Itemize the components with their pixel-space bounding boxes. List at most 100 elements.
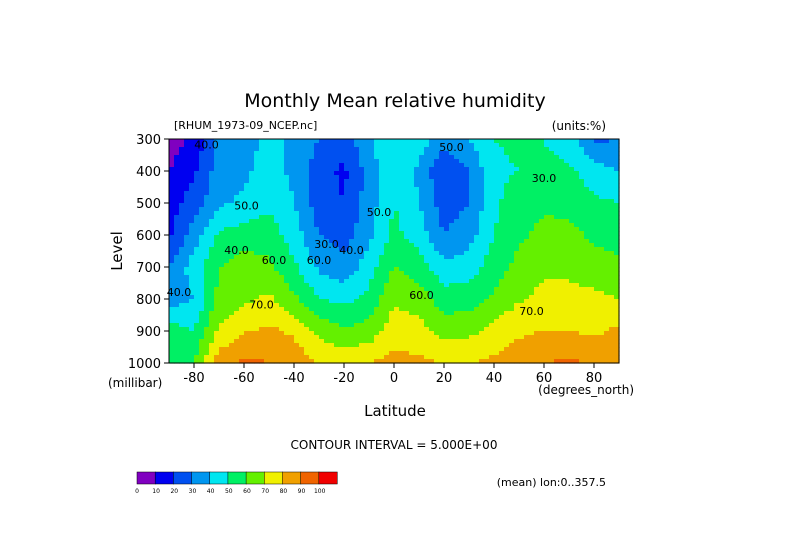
field-cell — [444, 283, 450, 288]
field-cell — [204, 291, 210, 296]
field-cell — [389, 295, 395, 300]
field-cell — [599, 231, 605, 236]
field-cell — [479, 171, 485, 176]
field-cell — [509, 343, 515, 348]
field-cell — [294, 355, 300, 360]
field-cell — [504, 275, 510, 280]
field-cell — [269, 175, 275, 180]
field-cell — [394, 227, 400, 232]
field-cell — [309, 295, 315, 300]
field-cell — [529, 175, 535, 180]
field-cell — [179, 303, 185, 308]
field-cell — [434, 183, 440, 188]
field-cell — [379, 155, 385, 160]
field-cell — [379, 167, 385, 172]
field-cell — [349, 303, 355, 308]
field-cell — [414, 303, 420, 308]
field-cell — [529, 231, 535, 236]
field-cell — [454, 215, 460, 220]
field-cell — [274, 283, 280, 288]
field-cell — [524, 295, 530, 300]
field-cell — [199, 287, 205, 292]
field-cell — [394, 147, 400, 152]
field-cell — [579, 175, 585, 180]
field-cell — [464, 303, 470, 308]
field-cell — [429, 335, 435, 340]
field-cell — [379, 311, 385, 316]
field-cell — [279, 251, 285, 256]
field-cell — [384, 331, 390, 336]
field-cell — [324, 151, 330, 156]
field-cell — [569, 143, 575, 148]
field-cell — [429, 243, 435, 248]
field-cell — [279, 271, 285, 276]
field-cell — [539, 307, 545, 312]
field-cell — [529, 283, 535, 288]
field-cell — [274, 247, 280, 252]
field-cell — [404, 275, 410, 280]
field-cell — [174, 163, 180, 168]
field-cell — [189, 319, 195, 324]
field-cell — [364, 319, 370, 324]
field-cell — [294, 207, 300, 212]
field-cell — [599, 259, 605, 264]
field-cell — [234, 227, 240, 232]
field-cell — [579, 155, 585, 160]
field-cell — [214, 199, 220, 204]
field-cell — [334, 147, 340, 152]
field-cell — [519, 147, 525, 152]
field-cell — [419, 283, 425, 288]
field-cell — [384, 267, 390, 272]
field-cell — [544, 355, 550, 360]
field-cell — [354, 295, 360, 300]
field-cell — [589, 279, 595, 284]
field-cell — [434, 343, 440, 348]
field-cell — [394, 179, 400, 184]
field-cell — [299, 351, 305, 356]
field-cell — [614, 279, 620, 284]
field-cell — [329, 283, 335, 288]
field-cell — [204, 287, 210, 292]
field-cell — [334, 283, 340, 288]
field-cell — [414, 215, 420, 220]
field-cell — [534, 175, 540, 180]
field-cell — [589, 223, 595, 228]
field-cell — [259, 263, 265, 268]
field-cell — [564, 215, 570, 220]
field-cell — [254, 203, 260, 208]
field-cell — [244, 199, 250, 204]
field-cell — [479, 195, 485, 200]
field-cell — [399, 211, 405, 216]
field-cell — [284, 191, 290, 196]
field-cell — [614, 167, 620, 172]
field-cell — [319, 231, 325, 236]
field-cell — [444, 303, 450, 308]
field-cell — [314, 283, 320, 288]
field-cell — [269, 323, 275, 328]
field-cell — [569, 307, 575, 312]
field-cell — [494, 303, 500, 308]
field-cell — [169, 159, 175, 164]
field-cell — [519, 179, 525, 184]
field-cell — [454, 263, 460, 268]
field-cell — [389, 235, 395, 240]
field-cell — [424, 331, 430, 336]
field-cell — [184, 239, 190, 244]
field-cell — [334, 279, 340, 284]
field-cell — [604, 243, 610, 248]
field-cell — [169, 331, 175, 336]
field-cell — [494, 223, 500, 228]
field-cell — [524, 239, 530, 244]
field-cell — [339, 175, 345, 180]
field-cell — [399, 155, 405, 160]
field-cell — [379, 343, 385, 348]
field-cell — [454, 343, 460, 348]
field-cell — [554, 139, 560, 144]
field-cell — [489, 279, 495, 284]
field-cell — [464, 283, 470, 288]
field-cell — [409, 259, 415, 264]
field-cell — [519, 235, 525, 240]
field-cell — [544, 155, 550, 160]
field-cell — [279, 179, 285, 184]
field-cell — [259, 191, 265, 196]
